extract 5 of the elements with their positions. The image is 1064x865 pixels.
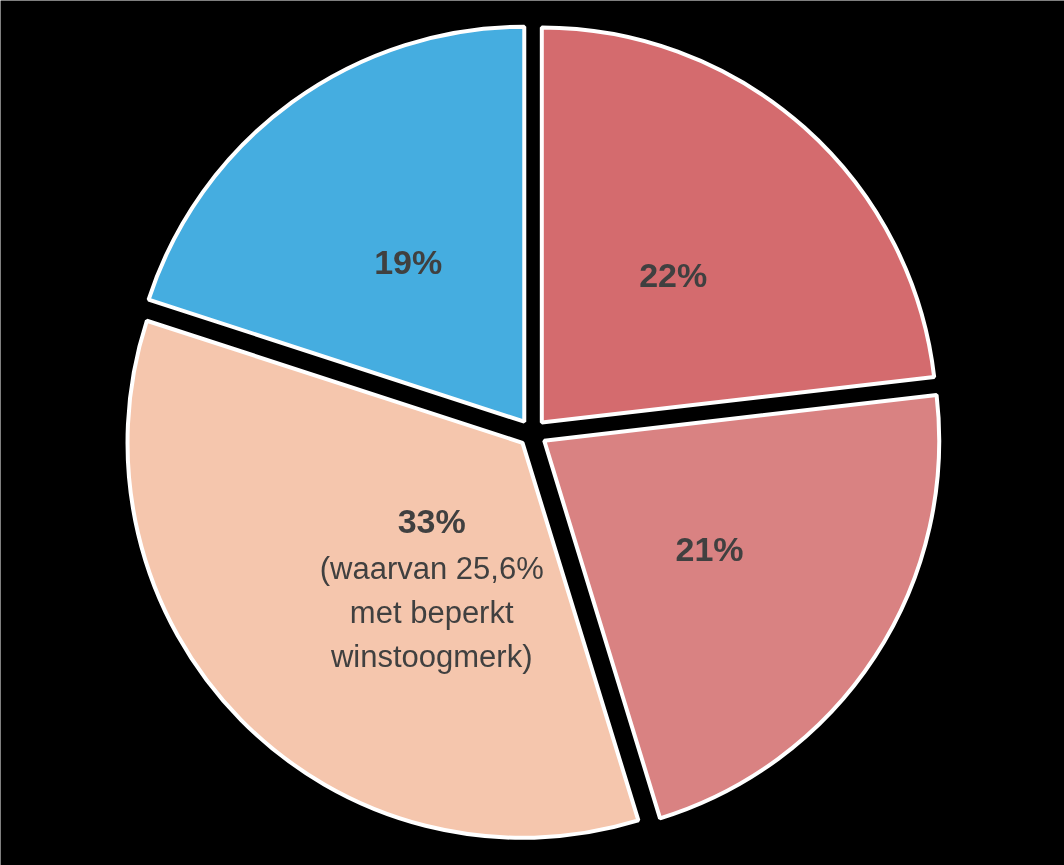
text: (waarvan 25,6% met beperkt winstoogmerk) [319,551,544,674]
data-label: 19% [374,242,443,281]
data-label: 21% [675,529,744,568]
data-label: 22% [639,256,708,295]
data-label: 33% [397,502,466,541]
